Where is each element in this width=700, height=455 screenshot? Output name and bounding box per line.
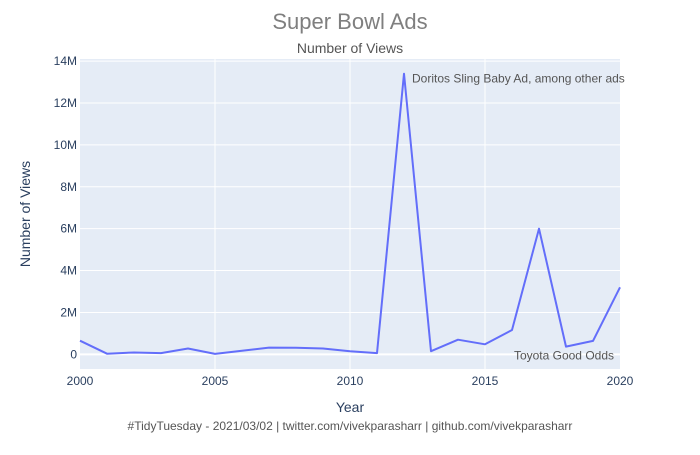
x-tick-label: 2010 <box>337 374 364 388</box>
annotation-label: Toyota Good Odds <box>514 348 614 362</box>
y-tick-label: 4M <box>60 264 77 278</box>
chart-title: Super Bowl Ads <box>272 9 427 34</box>
x-tick-label: 2015 <box>472 374 499 388</box>
y-tick-label: 6M <box>60 222 77 236</box>
chart-subtitle: Number of Views <box>297 40 403 56</box>
y-tick-label: 12M <box>54 96 77 110</box>
chart-caption: #TidyTuesday - 2021/03/02 | twitter.com/… <box>128 419 573 433</box>
annotation-label: Doritos Sling Baby Ad, among other ads <box>412 72 625 86</box>
x-tick-label: 2000 <box>67 374 94 388</box>
x-tick-label: 2020 <box>607 374 634 388</box>
x-axis-title: Year <box>336 399 365 415</box>
y-tick-label: 8M <box>60 180 77 194</box>
y-tick-label: 0 <box>70 347 77 361</box>
y-tick-label: 2M <box>60 305 77 319</box>
x-tick-label: 2005 <box>202 374 229 388</box>
y-tick-label: 10M <box>54 138 77 152</box>
y-axis-title: Number of Views <box>17 161 33 267</box>
y-tick-label: 14M <box>54 54 77 68</box>
